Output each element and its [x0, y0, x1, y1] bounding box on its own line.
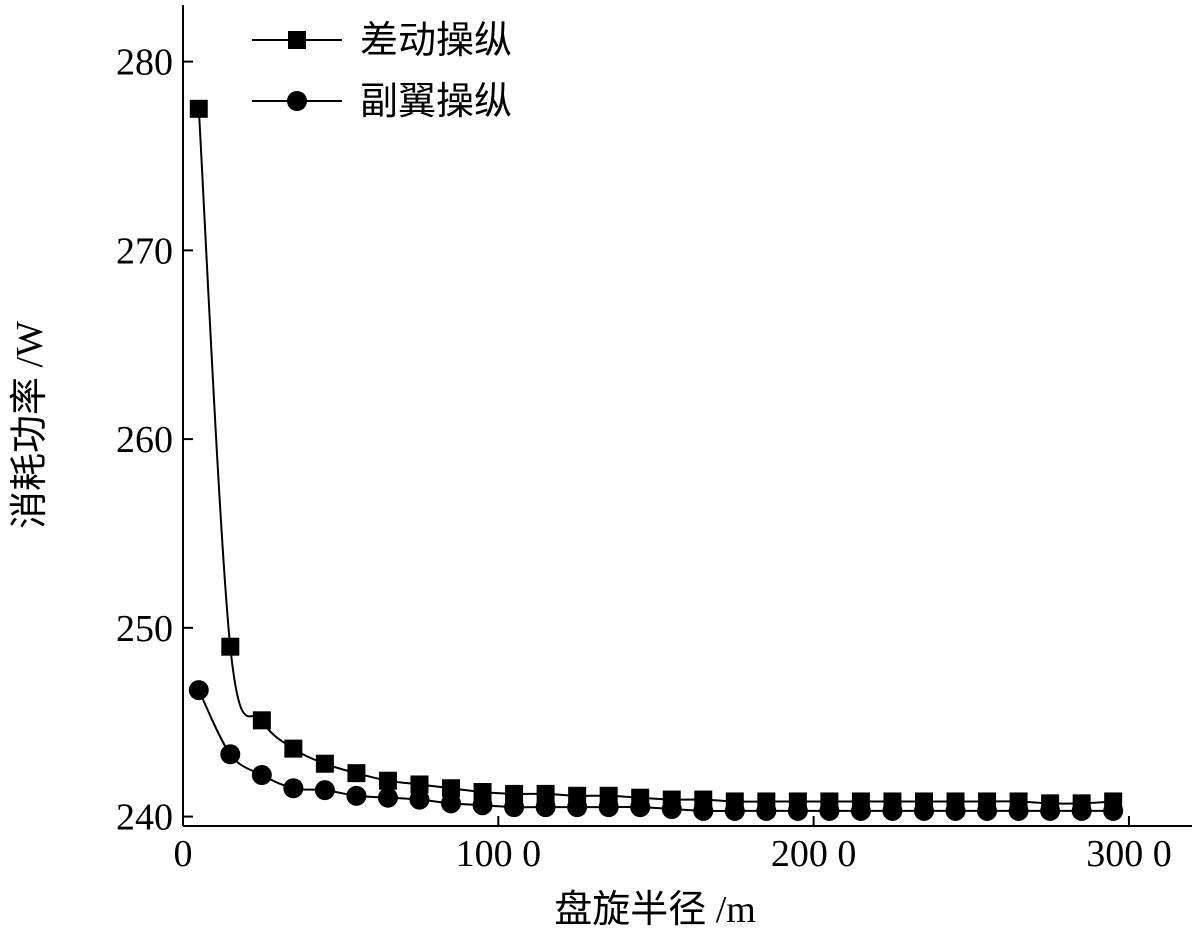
circle-marker: [693, 800, 714, 821]
x-tick-label: 200 0: [771, 833, 857, 875]
square-marker: [442, 779, 461, 798]
circle-marker: [977, 800, 998, 821]
circle-marker: [535, 797, 556, 818]
x-tick-label: 0: [174, 833, 193, 875]
axes: [182, 5, 1192, 827]
circle-marker: [819, 800, 840, 821]
square-marker: [378, 771, 397, 790]
circle-marker: [409, 789, 430, 810]
axis-ticks: 240 250 260 270 280 0 100 0 200 0 300 0: [116, 42, 1172, 875]
y-tick-label: 260: [116, 419, 173, 461]
circle-marker: [1040, 800, 1061, 821]
y-tick-label: 240: [116, 797, 173, 839]
square-marker: [221, 637, 240, 656]
series-1: [189, 99, 1123, 813]
circle-marker: [598, 797, 619, 818]
circle-marker: [346, 785, 367, 806]
series-line: [197, 108, 1114, 805]
legend-item-1: 差动操纵: [252, 20, 512, 62]
circle-marker: [314, 780, 335, 801]
series-line: [197, 689, 1114, 813]
x-axis-label: 盘旋半径 /m: [554, 889, 756, 931]
y-tick-label: 270: [116, 230, 173, 272]
circle-marker: [472, 795, 493, 816]
square-marker: [284, 739, 303, 758]
circle-marker: [882, 800, 903, 821]
square-marker: [252, 711, 271, 730]
legend-item-2: 副翼操纵: [252, 81, 512, 123]
circle-marker: [188, 680, 209, 701]
series-2: [188, 680, 1124, 821]
data-series: [188, 99, 1124, 821]
circle-marker: [504, 797, 525, 818]
circle-marker: [1008, 800, 1029, 821]
square-marker: [189, 99, 208, 118]
x-tick-label: 100 0: [456, 833, 542, 875]
circle-marker: [1103, 800, 1124, 821]
circle-marker: [630, 797, 651, 818]
circle-marker: [724, 800, 745, 821]
circle-marker: [220, 744, 241, 765]
circle-marker: [1071, 800, 1092, 821]
circle-marker: [251, 765, 272, 786]
y-tick-label: 280: [116, 42, 173, 84]
circle-marker: [567, 797, 588, 818]
circle-marker: [850, 800, 871, 821]
y-axis-label: 消耗功率 /W: [9, 321, 51, 529]
circle-marker: [661, 799, 682, 820]
y-tick-label: 250: [116, 608, 173, 650]
legend-circle-marker: [287, 91, 307, 111]
x-tick-label: 300 0: [1086, 833, 1172, 875]
circle-marker: [945, 800, 966, 821]
square-marker: [410, 775, 429, 794]
legend-label: 差动操纵: [360, 20, 512, 62]
circle-marker: [377, 787, 398, 808]
circle-marker: [283, 778, 304, 799]
legend-square-marker: [288, 31, 306, 49]
square-marker: [347, 764, 366, 783]
circle-marker: [756, 800, 777, 821]
circle-marker: [441, 793, 462, 814]
legend-label: 副翼操纵: [360, 81, 512, 123]
circle-marker: [787, 800, 808, 821]
circle-marker: [913, 800, 934, 821]
square-marker: [315, 754, 334, 773]
